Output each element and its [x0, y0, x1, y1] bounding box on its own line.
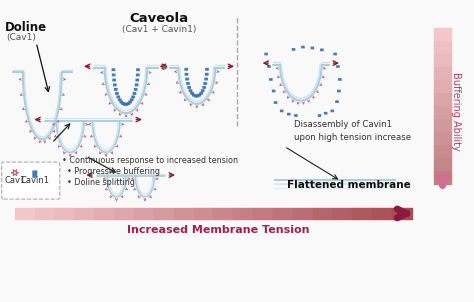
FancyBboxPatch shape — [269, 78, 273, 81]
FancyBboxPatch shape — [184, 73, 188, 76]
FancyBboxPatch shape — [115, 92, 119, 95]
FancyBboxPatch shape — [274, 101, 277, 104]
FancyBboxPatch shape — [117, 95, 120, 98]
FancyBboxPatch shape — [205, 68, 209, 71]
FancyBboxPatch shape — [121, 102, 125, 105]
Text: Doline: Doline — [4, 21, 46, 34]
FancyBboxPatch shape — [318, 114, 321, 117]
FancyBboxPatch shape — [194, 95, 198, 98]
FancyBboxPatch shape — [186, 82, 190, 85]
FancyBboxPatch shape — [336, 65, 340, 68]
FancyBboxPatch shape — [184, 68, 188, 71]
FancyBboxPatch shape — [136, 79, 139, 82]
Text: Cav1: Cav1 — [4, 176, 26, 185]
FancyBboxPatch shape — [127, 102, 130, 105]
Text: Cavin1: Cavin1 — [20, 176, 49, 185]
FancyBboxPatch shape — [112, 79, 116, 82]
FancyBboxPatch shape — [320, 49, 324, 51]
FancyBboxPatch shape — [119, 101, 123, 104]
FancyBboxPatch shape — [131, 95, 135, 98]
FancyBboxPatch shape — [128, 101, 132, 104]
FancyBboxPatch shape — [264, 53, 268, 55]
FancyBboxPatch shape — [187, 86, 191, 89]
FancyBboxPatch shape — [310, 47, 314, 49]
FancyBboxPatch shape — [114, 88, 118, 91]
FancyBboxPatch shape — [111, 68, 115, 71]
FancyBboxPatch shape — [204, 78, 208, 81]
FancyBboxPatch shape — [338, 78, 342, 81]
FancyBboxPatch shape — [136, 73, 140, 76]
FancyBboxPatch shape — [135, 83, 138, 86]
FancyBboxPatch shape — [134, 88, 137, 91]
FancyBboxPatch shape — [192, 94, 196, 97]
Text: Disassembly of Cavin1
upon high tension increase: Disassembly of Cavin1 upon high tension … — [294, 120, 411, 142]
FancyBboxPatch shape — [330, 110, 334, 112]
FancyBboxPatch shape — [130, 98, 134, 101]
FancyBboxPatch shape — [185, 78, 189, 81]
FancyBboxPatch shape — [280, 110, 283, 112]
FancyBboxPatch shape — [205, 73, 209, 76]
FancyBboxPatch shape — [118, 98, 121, 101]
Text: Increased Membrane Tension: Increased Membrane Tension — [127, 225, 310, 235]
FancyBboxPatch shape — [133, 92, 137, 95]
FancyBboxPatch shape — [324, 112, 328, 114]
Text: • Continuous response to increased tension: • Continuous response to increased tensi… — [62, 156, 238, 165]
Text: Buffering Ability: Buffering Ability — [451, 72, 461, 151]
FancyBboxPatch shape — [292, 48, 295, 51]
FancyBboxPatch shape — [198, 94, 201, 97]
FancyBboxPatch shape — [123, 103, 127, 106]
FancyBboxPatch shape — [125, 103, 128, 106]
FancyBboxPatch shape — [199, 92, 203, 95]
FancyBboxPatch shape — [32, 170, 37, 178]
Text: Caveola: Caveola — [129, 11, 189, 24]
Text: (Cav1): (Cav1) — [6, 33, 36, 42]
FancyBboxPatch shape — [189, 89, 192, 92]
FancyBboxPatch shape — [272, 90, 275, 92]
FancyBboxPatch shape — [136, 68, 140, 71]
FancyBboxPatch shape — [267, 65, 271, 68]
FancyBboxPatch shape — [196, 95, 200, 98]
FancyBboxPatch shape — [337, 90, 341, 92]
FancyBboxPatch shape — [201, 89, 204, 92]
FancyBboxPatch shape — [112, 73, 116, 76]
FancyBboxPatch shape — [203, 82, 207, 85]
FancyBboxPatch shape — [287, 113, 291, 115]
Text: • Progressive buffering: • Progressive buffering — [62, 167, 160, 176]
FancyBboxPatch shape — [301, 46, 305, 48]
Text: • Doline splitting: • Doline splitting — [62, 178, 135, 187]
FancyBboxPatch shape — [333, 53, 337, 55]
FancyBboxPatch shape — [1, 162, 60, 199]
FancyBboxPatch shape — [335, 100, 339, 103]
Text: Flattened membrane: Flattened membrane — [287, 181, 410, 191]
FancyBboxPatch shape — [190, 92, 194, 95]
FancyBboxPatch shape — [294, 114, 298, 117]
Text: (Cav1 + Cavin1): (Cav1 + Cavin1) — [122, 25, 196, 34]
FancyBboxPatch shape — [113, 83, 117, 86]
FancyBboxPatch shape — [202, 86, 206, 89]
